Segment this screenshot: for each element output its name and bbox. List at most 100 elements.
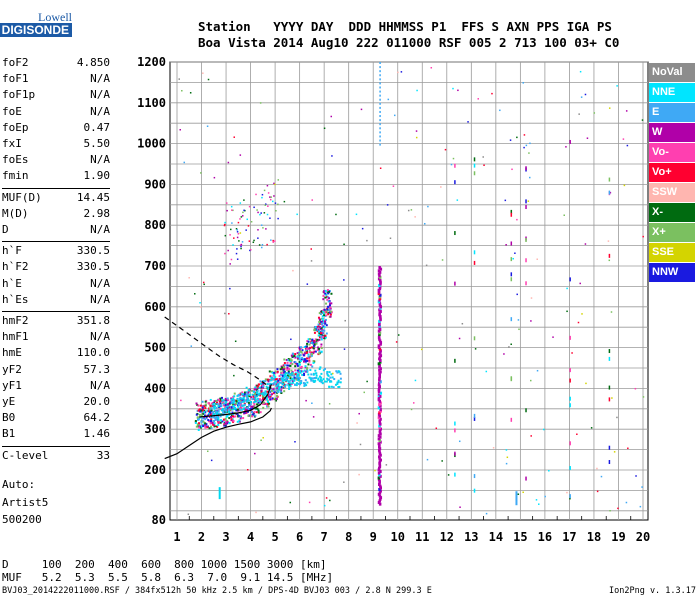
interference-dot [379,489,382,493]
y-tick-label: 300 [144,422,166,436]
noise-dot [566,310,568,313]
echo-dot [237,233,240,235]
echo-dot [214,405,217,408]
noise-dot [473,474,476,479]
echo-dot [263,212,266,214]
echo-dot [318,380,321,383]
echo-dot [293,376,296,379]
param-name: MUF(D) [2,190,42,204]
echo-dot [242,404,245,407]
x-tick-label: 7 [321,530,328,544]
echo-dot [217,398,220,401]
echo-dot [226,407,229,410]
echo-dot [308,343,311,346]
echo-dot [296,352,299,355]
echo-dot [223,402,226,405]
echo-dot [330,380,333,383]
echo-dot [258,386,261,389]
noise-dot [292,269,294,272]
echo-dot [253,390,256,393]
interference-dot [379,90,381,93]
noise-dot [530,379,532,382]
echo-dot [272,388,275,391]
echo-dot [319,378,322,381]
echo-dot [273,382,276,385]
interference-dot [377,442,381,446]
echo-dot [295,384,298,387]
echo-dot [245,407,248,410]
param-row: foEs N/A [2,153,110,169]
echo-dot [289,362,292,365]
echo-dot [211,402,214,405]
noise-dot [641,119,644,121]
echo-dot [228,411,231,414]
echo-dot [315,342,318,345]
interference-dot [378,385,381,389]
echo-dot [217,424,220,427]
echo-dot [322,378,325,381]
echo-dot [311,341,314,344]
echo-dot [272,239,274,242]
echo-dot [281,379,284,382]
interference-dot [378,381,381,385]
echo-dot [278,387,281,390]
noise-dot [227,161,230,164]
echo-dot [297,371,300,374]
noise-dot [577,321,580,324]
x-tick-label: 19 [611,530,625,544]
echo-dot [312,344,315,347]
noise-dot [366,380,368,383]
echo-dot [320,376,323,379]
echo-dot [294,365,297,368]
noise-dot [584,93,587,96]
echo-dot [213,422,216,425]
echo-dot [303,369,306,372]
y-tick-label: 600 [144,300,166,314]
echo-dot [204,426,207,429]
echo-dot [240,406,243,409]
noise-dot [441,460,443,462]
noise-dot [565,146,567,148]
interference-dot [378,324,381,328]
echo-dot [291,374,294,377]
interference-dot [379,282,382,286]
echo-dot [289,384,292,387]
interference-dot [378,487,381,491]
echo-dot [301,370,304,373]
echo-dot [259,394,262,397]
noise-dot [459,506,461,508]
param-value: N/A [90,88,110,102]
echo-dot [239,218,241,220]
noise-dot [454,472,456,477]
interference-dot [377,390,381,394]
noise-dot [569,494,571,499]
noise-dot [576,433,578,436]
noise-dot [355,213,358,216]
echo-dot [310,340,313,343]
echo-dot [324,380,327,383]
noise-dot [625,501,628,504]
echo-dot [310,354,313,357]
echo-dot [328,297,331,300]
param-row: h`F2 330.5 [2,260,110,276]
interference-dot [379,354,383,358]
interference-dot [379,143,381,146]
interference-dot [379,409,382,413]
echo-dot [240,245,242,248]
noise-dot [593,112,596,114]
echo-dot [255,391,258,394]
noise-dot [456,199,459,201]
echo-dot [293,373,296,376]
echo-dot [329,311,332,314]
echo-dot [294,383,297,386]
echo-dot [313,343,316,346]
interference-dot [377,471,381,475]
echo-dot [322,294,325,297]
echo-dot [271,383,274,386]
interference-dot [378,275,382,279]
echo-dot [258,398,261,401]
noise-dot [400,71,403,73]
echo-dot [324,289,327,292]
param-row: MUF(D) 14.45 [2,191,110,207]
echo-dot [250,248,252,251]
